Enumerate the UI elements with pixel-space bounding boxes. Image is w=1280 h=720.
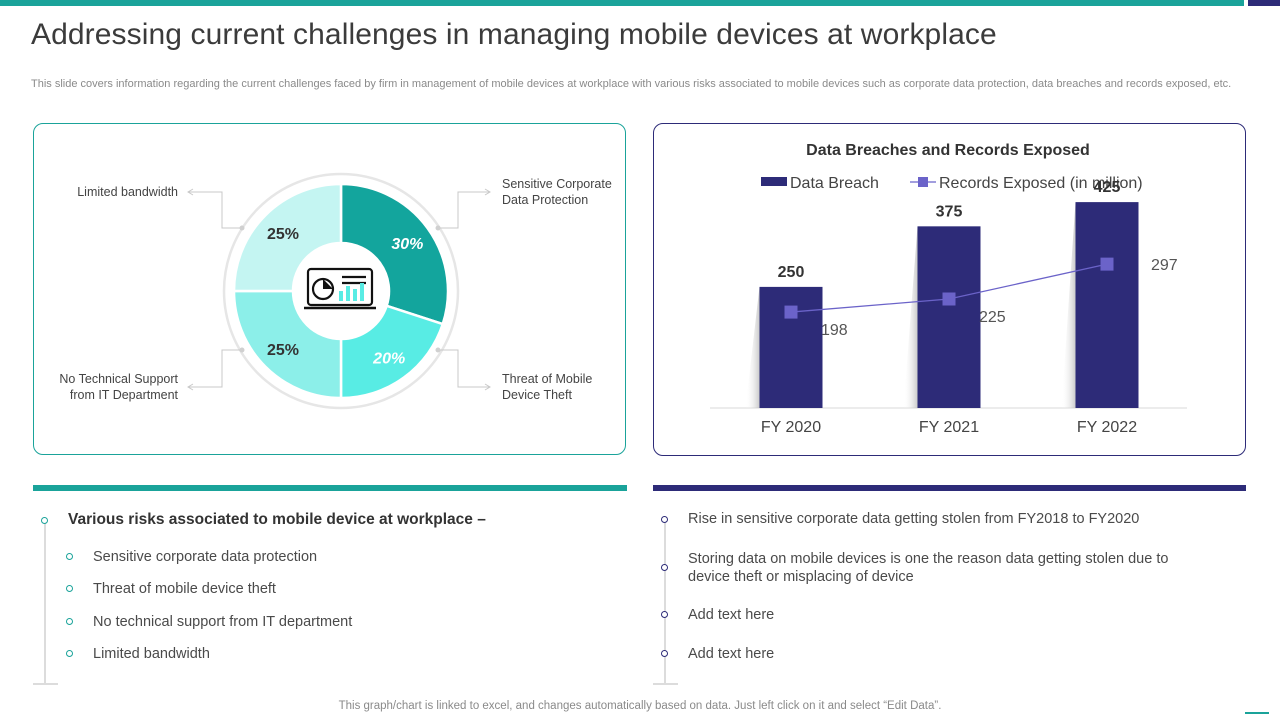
- bar-value-label: 250: [778, 264, 805, 281]
- risk-bullet: [66, 618, 73, 625]
- legend-marker-records: [918, 177, 928, 187]
- bar-shadow: [903, 226, 918, 408]
- line-marker-records[interactable]: [784, 305, 798, 319]
- note-bullet: [661, 564, 668, 571]
- top-accent-bar: [0, 0, 1244, 6]
- risks-accent-bar: [33, 485, 627, 491]
- arrow-icon: [484, 383, 491, 391]
- risk-bullet: [66, 650, 73, 657]
- top-accent-bar-dark: [1248, 0, 1280, 6]
- donut-label: Limited bandwidth: [77, 184, 178, 200]
- bar-data-breach[interactable]: [917, 226, 981, 408]
- line-marker-records[interactable]: [942, 292, 956, 306]
- risk-item: Limited bandwidth: [93, 646, 210, 662]
- donut-leader-dot: [435, 225, 441, 231]
- note-item: Storing data on mobile devices is one th…: [688, 551, 1169, 585]
- notes-accent-bar: [653, 485, 1246, 491]
- x-tick-label: FY 2022: [1077, 419, 1137, 436]
- note-bullet: [661, 516, 668, 523]
- note-bullet: [661, 650, 668, 657]
- legend-label-records: Records Exposed (in million): [939, 175, 1143, 192]
- arrow-icon: [484, 188, 491, 196]
- donut-leader-dot: [239, 225, 245, 231]
- notes-timeline-cap: [653, 683, 678, 685]
- donut-slice-percent: 20%: [372, 350, 405, 367]
- donut-label: No Technical Support from IT Department: [59, 371, 178, 403]
- x-tick-label: FY 2020: [761, 419, 821, 436]
- donut-label-line: from IT Department: [69, 388, 178, 402]
- donut-slice-percent: 25%: [267, 342, 299, 359]
- bar-value-label: 375: [936, 203, 963, 220]
- bar-data-breach[interactable]: [1075, 202, 1139, 408]
- line-value-label: 225: [979, 309, 1006, 326]
- donut-label: Sensitive Corporate Data Protection: [502, 176, 612, 208]
- arrow-icon: [187, 383, 194, 391]
- legend-label-data-breach: Data Breach: [790, 175, 879, 192]
- arrow-icon: [187, 188, 194, 196]
- chart-panel: [653, 123, 1246, 456]
- legend-swatch-data-breach: [761, 177, 787, 186]
- bar-value-label: 425: [1094, 179, 1121, 196]
- risk-item: No technical support from IT department: [93, 614, 353, 630]
- donut-label-line: Limited bandwidth: [77, 185, 178, 199]
- line-marker-records[interactable]: [1100, 257, 1114, 271]
- donut-slice-percent: 25%: [267, 226, 299, 243]
- chart-title: Data Breaches and Records Exposed: [806, 142, 1090, 159]
- footer-note: This graph/chart is linked to excel, and…: [338, 700, 942, 712]
- risks-heading: Various risks associated to mobile devic…: [68, 511, 486, 528]
- x-tick-label: FY 2021: [919, 419, 979, 436]
- donut-label: Threat of Mobile Device Theft: [502, 371, 592, 403]
- page-subtitle: This slide covers information regarding …: [31, 78, 1232, 90]
- note-item: Add text here: [688, 646, 775, 662]
- donut-leader-line: [188, 349, 242, 388]
- donut-leader-line: [438, 349, 490, 388]
- notes-timeline: [664, 520, 666, 683]
- donut-label-line: No Technical Support: [59, 372, 178, 386]
- risks-timeline-cap: [33, 683, 58, 685]
- donut-label-line: Sensitive Corporate: [502, 177, 612, 191]
- donut-slice-percent: 30%: [391, 236, 423, 253]
- risk-bullet: [66, 553, 73, 560]
- line-value-label: 297: [1151, 257, 1178, 274]
- risks-heading-bullet: [41, 517, 48, 524]
- note-bullet: [661, 611, 668, 618]
- donut-panel: [33, 123, 626, 455]
- donut-label-line: Device Theft: [502, 388, 572, 402]
- chart-legend: Data Breach Records Exposed (in million): [761, 175, 1143, 192]
- presentation-chart-icon: [304, 267, 376, 310]
- bar-shadow: [1061, 202, 1076, 408]
- donut-label-line: Threat of Mobile: [502, 372, 593, 386]
- bar-shadow: [745, 286, 760, 408]
- risks-timeline: [44, 522, 46, 683]
- note-item: Rise in sensitive corporate data getting…: [688, 511, 1140, 527]
- note-item: Add text here: [688, 607, 775, 623]
- risk-item: Sensitive corporate data protection: [93, 549, 318, 565]
- risk-bullet: [66, 585, 73, 592]
- donut-leader-line: [438, 191, 490, 229]
- bar-data-breach[interactable]: [759, 286, 823, 408]
- donut-leader-dot: [239, 347, 245, 353]
- donut-leader-dot: [435, 347, 441, 353]
- risk-item: Threat of mobile device theft: [93, 581, 276, 597]
- corner-accent: [1245, 712, 1269, 714]
- page-title: Addressing current challenges in managin…: [31, 18, 997, 51]
- donut-leader-line: [188, 191, 242, 229]
- line-value-label: 198: [821, 322, 848, 339]
- donut-label-line: Data Protection: [502, 193, 589, 207]
